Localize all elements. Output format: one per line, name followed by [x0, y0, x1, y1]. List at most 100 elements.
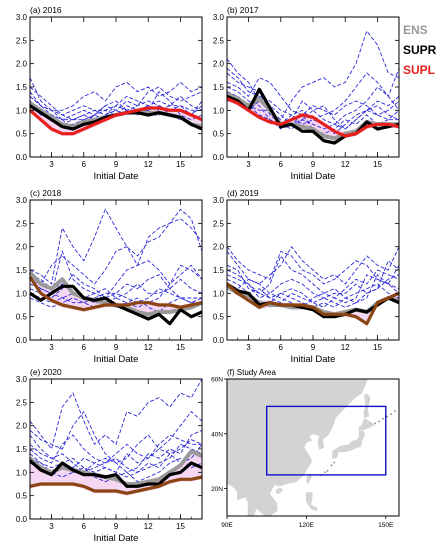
island-dot [374, 422, 377, 425]
y-tick-label: 2.5 [16, 219, 28, 228]
x-tick-label: 3 [246, 160, 251, 169]
y-tick-label: 3.0 [16, 13, 28, 22]
member-line-5 [226, 86, 400, 135]
y-tick-label: 0.5 [213, 130, 225, 139]
map-x-tick-label: 120E [299, 522, 315, 529]
series-line-supl [28, 106, 203, 136]
y-tick-label: 0.0 [213, 336, 225, 345]
member-line-6 [29, 264, 203, 308]
map-frame [226, 378, 400, 517]
member-line-5 [29, 278, 203, 304]
legend-entry-supl: SUPL [403, 63, 435, 77]
land-philippines [305, 492, 318, 512]
panel-3: 0.0 0.5 1.0 1.5 2.0 2.5 3.0 3 6 9 12 15 (c) 2018 Init… [16, 188, 203, 365]
member-line-1 [226, 30, 400, 121]
x-tick-label: 15 [176, 522, 185, 531]
member-line-4 [29, 274, 203, 304]
land-japan-hokkaido [358, 417, 375, 431]
panel-title: (e) 2020 [30, 367, 62, 377]
y-tick-label: 3.0 [213, 196, 225, 205]
plot-frame [226, 16, 400, 158]
series-line-supl [29, 475, 203, 495]
x-tick-label: 6 [279, 160, 284, 169]
member-line-1 [29, 208, 203, 285]
y-tick-label: 1.0 [213, 289, 225, 298]
study-area-box [265, 405, 387, 476]
x-tick-label: 12 [144, 522, 153, 531]
y-tick-label: 0.0 [16, 153, 28, 162]
y-tick-label: 2.0 [213, 60, 225, 69]
x-tick-label: 12 [341, 343, 350, 352]
y-tick-label: 3.0 [213, 13, 225, 22]
member-line-5 [29, 91, 203, 130]
y-tick-label: 2.0 [16, 60, 28, 69]
y-tick-label: 0.5 [16, 313, 28, 322]
member-line-2 [29, 208, 203, 285]
island-dot [394, 410, 396, 412]
member-line-5 [226, 274, 400, 308]
land-kamchatka [398, 379, 399, 405]
island-dot [382, 417, 385, 420]
x-tick-label: 15 [373, 160, 382, 169]
y-tick-label: 0.0 [213, 153, 225, 162]
series-line-supl [28, 276, 203, 312]
y-tick-label: 1.0 [213, 106, 225, 115]
y-tick-label: 0.0 [16, 336, 28, 345]
map-panel: 90E 120E 150E 20N 40N 60N (f) Study Area [211, 368, 400, 529]
x-axis-label: Initial Date [94, 354, 139, 365]
x-axis-label: Initial Date [291, 354, 336, 365]
x-tick-label: 9 [114, 160, 119, 169]
member-line-4 [226, 72, 400, 130]
island-dot [324, 471, 326, 474]
series-line-supl [226, 97, 400, 138]
x-axis-label: Initial Date [94, 533, 139, 544]
x-tick-label: 6 [82, 160, 87, 169]
island-dot [326, 469, 329, 472]
y-tick-label: 2.0 [16, 243, 28, 252]
member-line-2 [226, 245, 400, 285]
y-tick-label: 1.5 [16, 83, 28, 92]
panel-title: (c) 2018 [30, 188, 61, 198]
island-dot [378, 420, 381, 423]
member-line-1 [29, 378, 203, 451]
map-y-tick-label: 20N [211, 486, 223, 493]
y-tick-label: 1.5 [213, 83, 225, 92]
panel-1: 0.0 0.5 1.0 1.5 2.0 2.5 3.0 3 6 9 12 15 (a) 2016 Init… [16, 5, 203, 182]
map-y-tick-label: 60N [211, 377, 223, 384]
member-line-4 [226, 259, 400, 299]
member-line-3 [226, 255, 400, 299]
y-tick-label: 2.5 [16, 398, 28, 407]
x-tick-label: 12 [341, 160, 350, 169]
y-tick-label: 1.0 [16, 468, 28, 477]
y-tick-label: 0.5 [16, 492, 28, 501]
member-line-3 [29, 434, 202, 464]
legend-entry-supr: SUPR [403, 43, 437, 57]
y-tick-label: 0.0 [16, 515, 28, 524]
member-line-1 [226, 246, 400, 285]
x-tick-label: 12 [144, 160, 153, 169]
panel-title: (a) 2016 [30, 5, 62, 15]
y-tick-label: 1.5 [213, 266, 225, 275]
y-tick-label: 1.0 [16, 289, 28, 298]
member-line-8 [29, 278, 202, 304]
x-axis-label: Initial Date [94, 171, 139, 182]
x-tick-label: 12 [144, 343, 153, 352]
y-tick-label: 0.5 [16, 130, 28, 139]
x-tick-label: 9 [114, 522, 119, 531]
x-tick-label: 3 [246, 343, 251, 352]
x-tick-label: 15 [176, 160, 185, 169]
x-tick-label: 6 [82, 522, 87, 531]
y-tick-label: 1.5 [16, 445, 28, 454]
spread-shading [227, 281, 399, 326]
member-line-3 [226, 91, 399, 130]
y-tick-label: 2.5 [16, 36, 28, 45]
map-x-tick-label: 150E [378, 522, 394, 529]
series-line-supr [28, 459, 203, 488]
x-tick-label: 3 [49, 343, 54, 352]
y-tick-label: 1.0 [16, 106, 28, 115]
panel-title: (d) 2019 [227, 188, 259, 198]
panel-5: 0.0 0.5 1.0 1.5 2.0 2.5 3.0 3 6 9 12 15 (e) 2020 Init… [16, 367, 203, 544]
map-x-tick-label: 90E [221, 522, 233, 529]
y-tick-label: 1.5 [16, 266, 28, 275]
